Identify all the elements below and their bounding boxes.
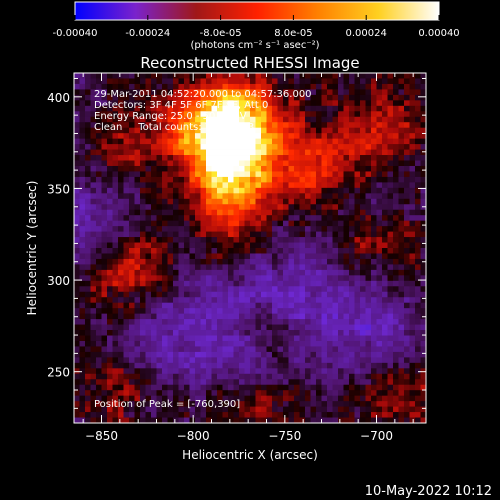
annotation-peak: Position of Peak = [-760,390] — [94, 399, 240, 410]
colorbar-tick-label: -8.0e-05 — [200, 28, 242, 39]
annotation-energy: Energy Range: 25.0 - 50.0 keV — [94, 111, 247, 122]
x-tick-label: −800 — [177, 429, 210, 443]
plot-frame — [73, 72, 427, 424]
x-tick-label: −700 — [360, 429, 393, 443]
colorbar-tick-label: 8.0e-05 — [274, 28, 312, 39]
x-tick-label: −850 — [85, 429, 118, 443]
y-tick-label: 250 — [47, 366, 70, 380]
chart-title: Reconstructed RHESSI Image — [140, 54, 359, 72]
y-tick-label: 400 — [47, 91, 70, 105]
colorbar — [74, 1, 440, 21]
colorbar-units: (photons cm⁻² s⁻¹ asec⁻²) — [190, 40, 319, 51]
axis-ticks: −850 −800 −750 −700 250 300 350 400 — [47, 73, 426, 443]
colorbar-tick-label: 0.00040 — [418, 28, 459, 39]
y-axis-label: Heliocentric Y (arcsec) — [25, 181, 39, 316]
x-tick-label: −750 — [268, 429, 301, 443]
colorbar-tick-label: -0.00040 — [53, 28, 98, 39]
annotation-counts: Clean Total counts: 7.17e+03 — [94, 122, 254, 133]
annotation-time: 29-Mar-2011 04:52:20.000 to 04:57:36.000 — [94, 89, 312, 100]
annotation-detectors: Detectors: 3F 4F 5F 6F 7F 8F, Att 0 — [94, 100, 268, 111]
colorbar-tick-label: 0.00024 — [346, 28, 387, 39]
colorbar-tick-label: -0.00024 — [125, 28, 170, 39]
x-axis-label: Heliocentric X (arcsec) — [182, 448, 318, 462]
footer-date: 10-May-2022 10:12 — [365, 484, 492, 499]
annotation-block: 29-Mar-2011 04:52:20.000 to 04:57:36.000… — [94, 89, 312, 410]
heatmap-image — [74, 73, 427, 424]
y-tick-label: 350 — [47, 182, 70, 196]
colorbar-ticks: -0.00040 -0.00024 -8.0e-05 8.0e-05 0.00024 0.… — [53, 15, 460, 39]
y-tick-label: 300 — [47, 274, 70, 288]
